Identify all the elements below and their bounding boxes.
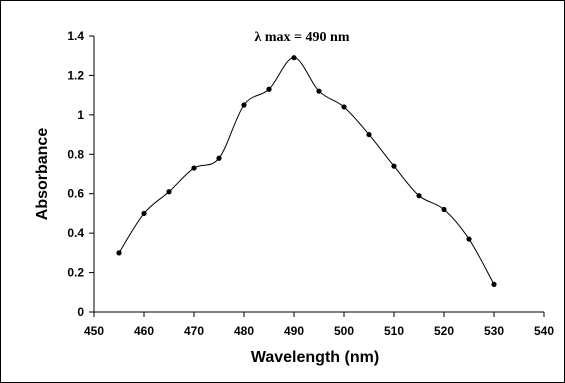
y-tick-label: 0.4 <box>67 226 84 240</box>
data-point <box>191 165 197 171</box>
x-tick-label: 480 <box>234 324 254 338</box>
data-point <box>316 88 322 94</box>
x-tick-label: 510 <box>384 324 404 338</box>
data-point <box>116 250 122 256</box>
y-tick-label: 0.2 <box>67 266 84 280</box>
data-point <box>391 163 397 169</box>
data-point <box>441 206 447 213</box>
data-point <box>366 131 372 138</box>
y-tick-label: 0.6 <box>67 187 84 201</box>
x-tick-label: 520 <box>434 324 454 338</box>
x-tick-label: 500 <box>334 324 354 338</box>
lambda-max-annotation: λ max = 490 nm <box>255 30 350 45</box>
y-tick-label: 1.4 <box>67 29 84 43</box>
x-axis-title: Wavelength (nm) <box>251 349 379 366</box>
data-point <box>241 102 247 108</box>
data-point <box>291 55 297 61</box>
y-axis-title: Absorbance <box>34 128 51 221</box>
y-tick-label: 0 <box>77 305 84 319</box>
x-tick-label: 540 <box>534 324 554 338</box>
y-tick-label: 1.2 <box>67 68 84 82</box>
series-line <box>118 57 495 285</box>
data-point <box>266 86 272 92</box>
data-point <box>141 210 147 217</box>
y-tick-label: 0.8 <box>67 147 84 161</box>
x-tick-label: 530 <box>484 324 504 338</box>
x-tick-label: 450 <box>84 324 104 338</box>
x-tick-label: 470 <box>184 324 204 338</box>
data-point <box>416 193 422 199</box>
data-point <box>341 104 347 110</box>
x-tick-label: 490 <box>284 324 304 338</box>
data-point <box>466 236 472 242</box>
data-point <box>491 281 497 287</box>
x-tick-label: 460 <box>134 324 154 338</box>
y-tick-label: 1 <box>77 108 84 122</box>
data-point <box>216 155 222 161</box>
data-point <box>166 189 172 195</box>
